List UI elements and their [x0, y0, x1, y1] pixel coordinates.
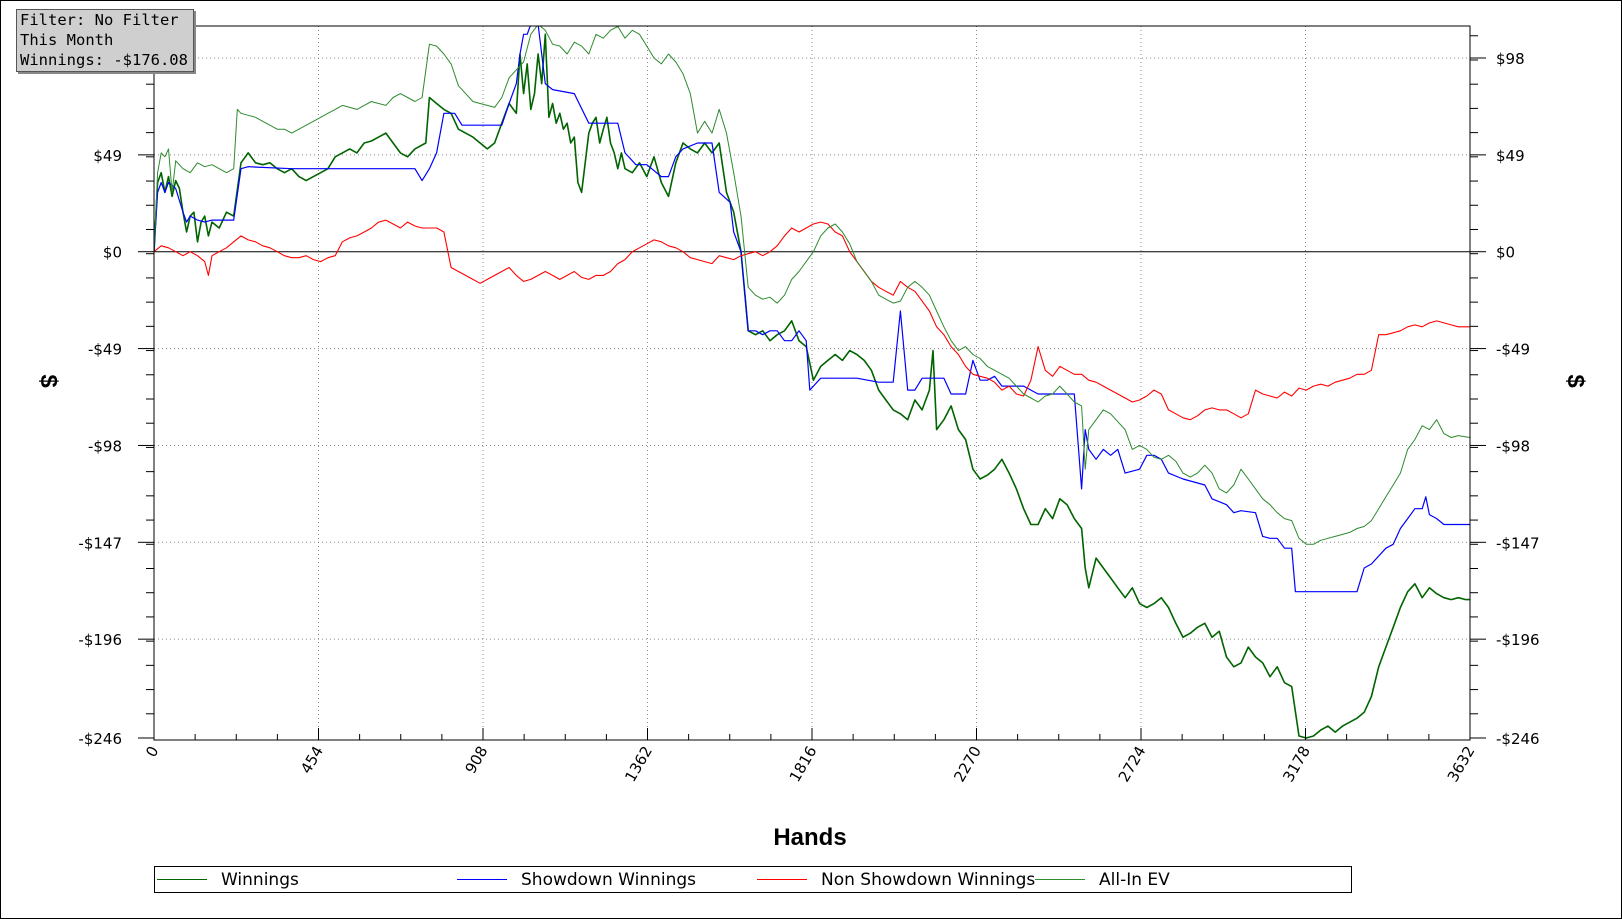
winnings-line: [154, 33, 1470, 739]
legend-label-all-in-ev: All-In EV: [1099, 869, 1170, 890]
legend: Winnings Showdown Winnings Non Showdown …: [154, 866, 1352, 893]
y-tick-label-right: -$98: [1496, 437, 1530, 455]
y-tick-label-right: -$196: [1496, 631, 1540, 649]
legend-item-all-in-ev: All-In EV: [1035, 867, 1170, 892]
x-axis-title: Hands: [773, 824, 846, 851]
legend-label-non-showdown: Non Showdown Winnings: [821, 869, 1036, 890]
axes: 0454908136218162270272431783632$98$98$49…: [78, 25, 1540, 785]
y-tick-label-right: $0: [1496, 244, 1515, 262]
y-tick-label-left: -$246: [78, 730, 122, 748]
period-label: This Month: [20, 31, 114, 49]
y-tick-label-left: $0: [103, 244, 122, 262]
filter-label: Filter: No Filter: [20, 11, 179, 29]
legend-item-winnings: Winnings: [157, 867, 299, 892]
y-tick-label-left: -$49: [88, 341, 122, 359]
y-tick-label-right: -$246: [1496, 730, 1540, 748]
y-axis-title-left: $: [35, 374, 62, 388]
x-tick-label: 3178: [1279, 743, 1314, 785]
x-tick-label: 908: [462, 743, 492, 777]
y-tick-label-right: -$49: [1496, 341, 1530, 359]
x-tick-label: 0: [142, 743, 162, 760]
x-tick-label: 454: [297, 743, 327, 777]
y-tick-label-left: -$147: [78, 534, 122, 552]
filter-info-box: Filter: No Filter This Month Winnings: -…: [16, 9, 194, 72]
plot-border: [153, 25, 1471, 741]
all-in-ev-line: [154, 26, 1470, 545]
showdown-winnings-line: [154, 26, 1470, 593]
x-tick-label: 3632: [1444, 743, 1479, 785]
y-tick-label-left: -$196: [78, 631, 122, 649]
y-tick-label-right: -$147: [1496, 534, 1540, 552]
non-showdown-winnings-line: [154, 219, 1470, 421]
legend-swatch-showdown: [457, 879, 507, 880]
series-lines: [154, 26, 1470, 739]
x-tick-label: 1362: [621, 743, 656, 785]
winnings-label: Winnings: -$176.08: [20, 51, 188, 69]
x-tick-label: 1816: [786, 743, 821, 785]
y-tick-label-right: $98: [1496, 50, 1525, 68]
legend-swatch-winnings: [157, 879, 207, 880]
x-tick-label: 2270: [950, 743, 985, 785]
legend-swatch-non-showdown: [757, 879, 807, 880]
legend-item-showdown: Showdown Winnings: [457, 867, 696, 892]
y-tick-label-left: $49: [93, 147, 122, 165]
x-tick-label: 2724: [1115, 743, 1150, 785]
legend-swatch-all-in-ev: [1035, 879, 1085, 880]
legend-label-showdown: Showdown Winnings: [521, 869, 696, 890]
legend-label-winnings: Winnings: [221, 869, 299, 890]
y-tick-label-right: $49: [1496, 147, 1525, 165]
legend-item-non-showdown: Non Showdown Winnings: [757, 867, 1035, 892]
y-tick-label-left: -$98: [88, 437, 122, 455]
grid: [154, 26, 1470, 740]
y-axis-title-right: $: [1562, 374, 1589, 388]
